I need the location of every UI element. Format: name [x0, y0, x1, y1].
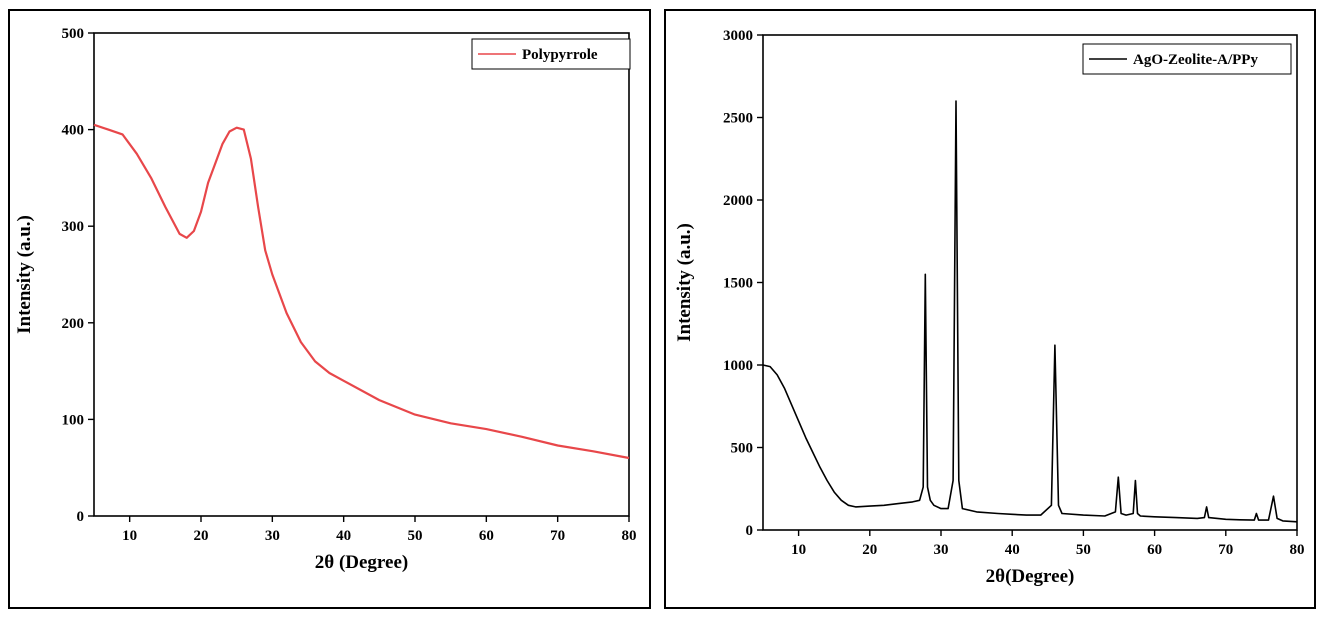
y-tick-label: 500	[62, 26, 85, 42]
y-tick-label: 2000	[723, 193, 753, 209]
legend: Polypyrrole	[471, 38, 631, 70]
y-tick-label: 1000	[723, 358, 753, 374]
x-tick-label: 40	[1005, 542, 1020, 558]
y-tick-label: 1500	[723, 276, 753, 292]
legend: AgO-Zeolite-A/PPy	[1082, 43, 1292, 75]
y-tick-label: 100	[62, 412, 85, 428]
x-tick-label: 20	[862, 542, 877, 558]
series-line-0	[93, 123, 630, 460]
x-tick-label: 60	[479, 528, 494, 544]
polypyrrole-xrd-chart: 10 20 30 40 50 60 70 80 0 100 200 300 400 500 2θ (Degr…	[14, 26, 637, 573]
x-tick-label: 70	[550, 528, 565, 544]
y-tick-label: 400	[62, 123, 85, 139]
legend-label: AgO-Zeolite-A/PPy	[1133, 52, 1258, 68]
x-tick-label: 50	[1076, 542, 1091, 558]
series-line-0	[762, 100, 1298, 523]
x-tick-label: 20	[194, 528, 209, 544]
x-tick-label: 80	[1290, 542, 1305, 558]
y-tick-label: 3000	[723, 28, 753, 44]
right-chart-panel: 10 20 30 40 50 60 70 80 0 500 1000 1500 2000 2500 3000…	[664, 9, 1316, 609]
x-tick-label: 70	[1218, 542, 1233, 558]
x-tick-label: 30	[265, 528, 280, 544]
y-axis-title: Intensity (a.u.)	[14, 215, 35, 334]
x-tick-label: 40	[336, 528, 351, 544]
plot-frame	[762, 34, 1298, 531]
y-tick-label: 300	[62, 219, 85, 235]
y-tick-label: 2500	[723, 111, 753, 127]
ago-zeolite-xrd-chart: 10 20 30 40 50 60 70 80 0 500 1000 1500 2000 2500 3000…	[674, 28, 1305, 587]
x-tick-label: 10	[122, 528, 137, 544]
x-tick-label: 10	[791, 542, 806, 558]
y-tick-label: 0	[746, 523, 754, 539]
y-axis-title: Intensity (a.u.)	[674, 223, 695, 342]
x-tick-label: 60	[1147, 542, 1162, 558]
x-tick-label: 50	[408, 528, 423, 544]
x-axis-title: 2θ (Degree)	[315, 552, 408, 573]
y-tick-label: 200	[62, 316, 85, 332]
legend-label: Polypyrrole	[522, 47, 598, 63]
x-tick-label: 80	[622, 528, 637, 544]
x-tick-label: 30	[934, 542, 949, 558]
left-chart-panel: 10 20 30 40 50 60 70 80 0 100 200 300 400 500 2θ (Degr…	[8, 9, 651, 609]
x-axis-title: 2θ(Degree)	[986, 566, 1075, 587]
y-tick-label: 0	[77, 509, 85, 525]
plot-frame	[93, 32, 630, 517]
y-tick-label: 500	[731, 441, 754, 457]
